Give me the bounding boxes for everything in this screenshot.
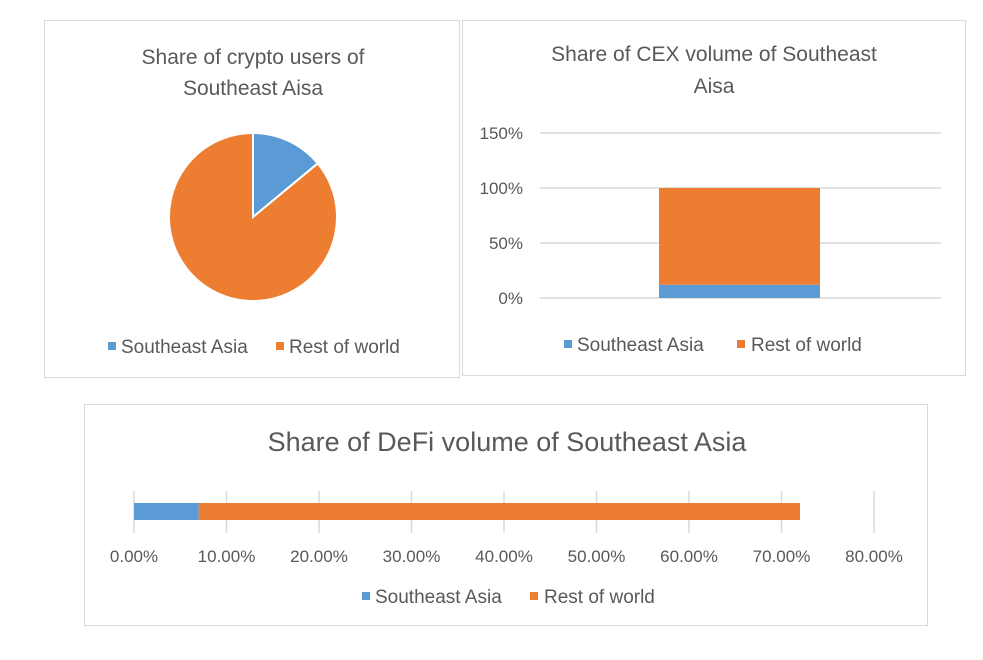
bar-segment-southeast-asia (659, 284, 820, 298)
x-tick-label: 0.00% (110, 547, 158, 566)
chart-title-line-2: Aisa (694, 75, 735, 98)
legend-swatch-southeast-asia (108, 342, 116, 350)
defi-volume-bar-chart: Share of DeFi volume of Southeast Asia 0… (110, 427, 903, 608)
bars (134, 503, 800, 520)
legend-label-southeast-asia: Southeast Asia (121, 337, 248, 358)
legend-label-rest-of-world: Rest of world (289, 337, 400, 358)
pie-slice-rest-of-world (168, 131, 338, 302)
crypto-users-chart-panel: Share of crypto users of Southeast Aisa … (44, 20, 460, 378)
legend-swatch-rest-of-world (737, 340, 745, 348)
legend-swatch-southeast-asia (362, 592, 370, 600)
legend-swatch-rest-of-world (530, 592, 538, 600)
bars (659, 188, 820, 298)
defi-volume-chart-panel: Share of DeFi volume of Southeast Asia 0… (84, 404, 928, 626)
bar-segment-rest-of-world (198, 503, 800, 520)
y-tick-label: 50% (489, 234, 523, 253)
x-tick-label: 20.00% (290, 547, 348, 566)
bar-segment-rest-of-world (659, 188, 820, 285)
pie-slices (168, 131, 338, 302)
legend-label-southeast-asia: Southeast Asia (375, 587, 502, 608)
x-tick-label: 70.00% (753, 547, 811, 566)
legend-swatch-southeast-asia (564, 340, 572, 348)
y-tick-label: 150% (480, 124, 523, 143)
legend-label-rest-of-world: Rest of world (544, 587, 655, 608)
chart-title-line-1: Share of CEX volume of Southeast (551, 43, 877, 66)
crypto-users-pie-chart: Share of crypto users of Southeast Aisa … (108, 46, 400, 358)
x-tick-label: 10.00% (198, 547, 256, 566)
y-tick-label: 100% (480, 179, 523, 198)
cex-volume-bar-chart: Share of CEX volume of Southeast Aisa 0%… (480, 43, 941, 356)
bar-segment-southeast-asia (134, 503, 199, 520)
y-axis-tick-labels: 0% 50% 100% 150% (480, 124, 523, 308)
chart-title: Share of DeFi volume of Southeast Asia (268, 427, 748, 457)
x-tick-label: 50.00% (568, 547, 626, 566)
chart-title-line-1: Share of crypto users of (142, 46, 365, 69)
x-tick-label: 30.00% (383, 547, 441, 566)
legend-swatch-rest-of-world (276, 342, 284, 350)
y-tick-label: 0% (498, 289, 523, 308)
x-axis-tick-labels: 0.00% 10.00% 20.00% 30.00% 40.00% 50.00% 60.00… (110, 547, 903, 566)
cex-volume-chart-panel: Share of CEX volume of Southeast Aisa 0%… (462, 20, 966, 376)
chart-title-line-2: Southeast Aisa (183, 77, 323, 100)
legend-label-rest-of-world: Rest of world (751, 335, 862, 356)
pie-slice-southeast-asia (252, 131, 320, 220)
x-tick-label: 80.00% (845, 547, 903, 566)
x-tick-label: 40.00% (475, 547, 533, 566)
x-tick-label: 60.00% (660, 547, 718, 566)
legend-label-southeast-asia: Southeast Asia (577, 335, 704, 356)
